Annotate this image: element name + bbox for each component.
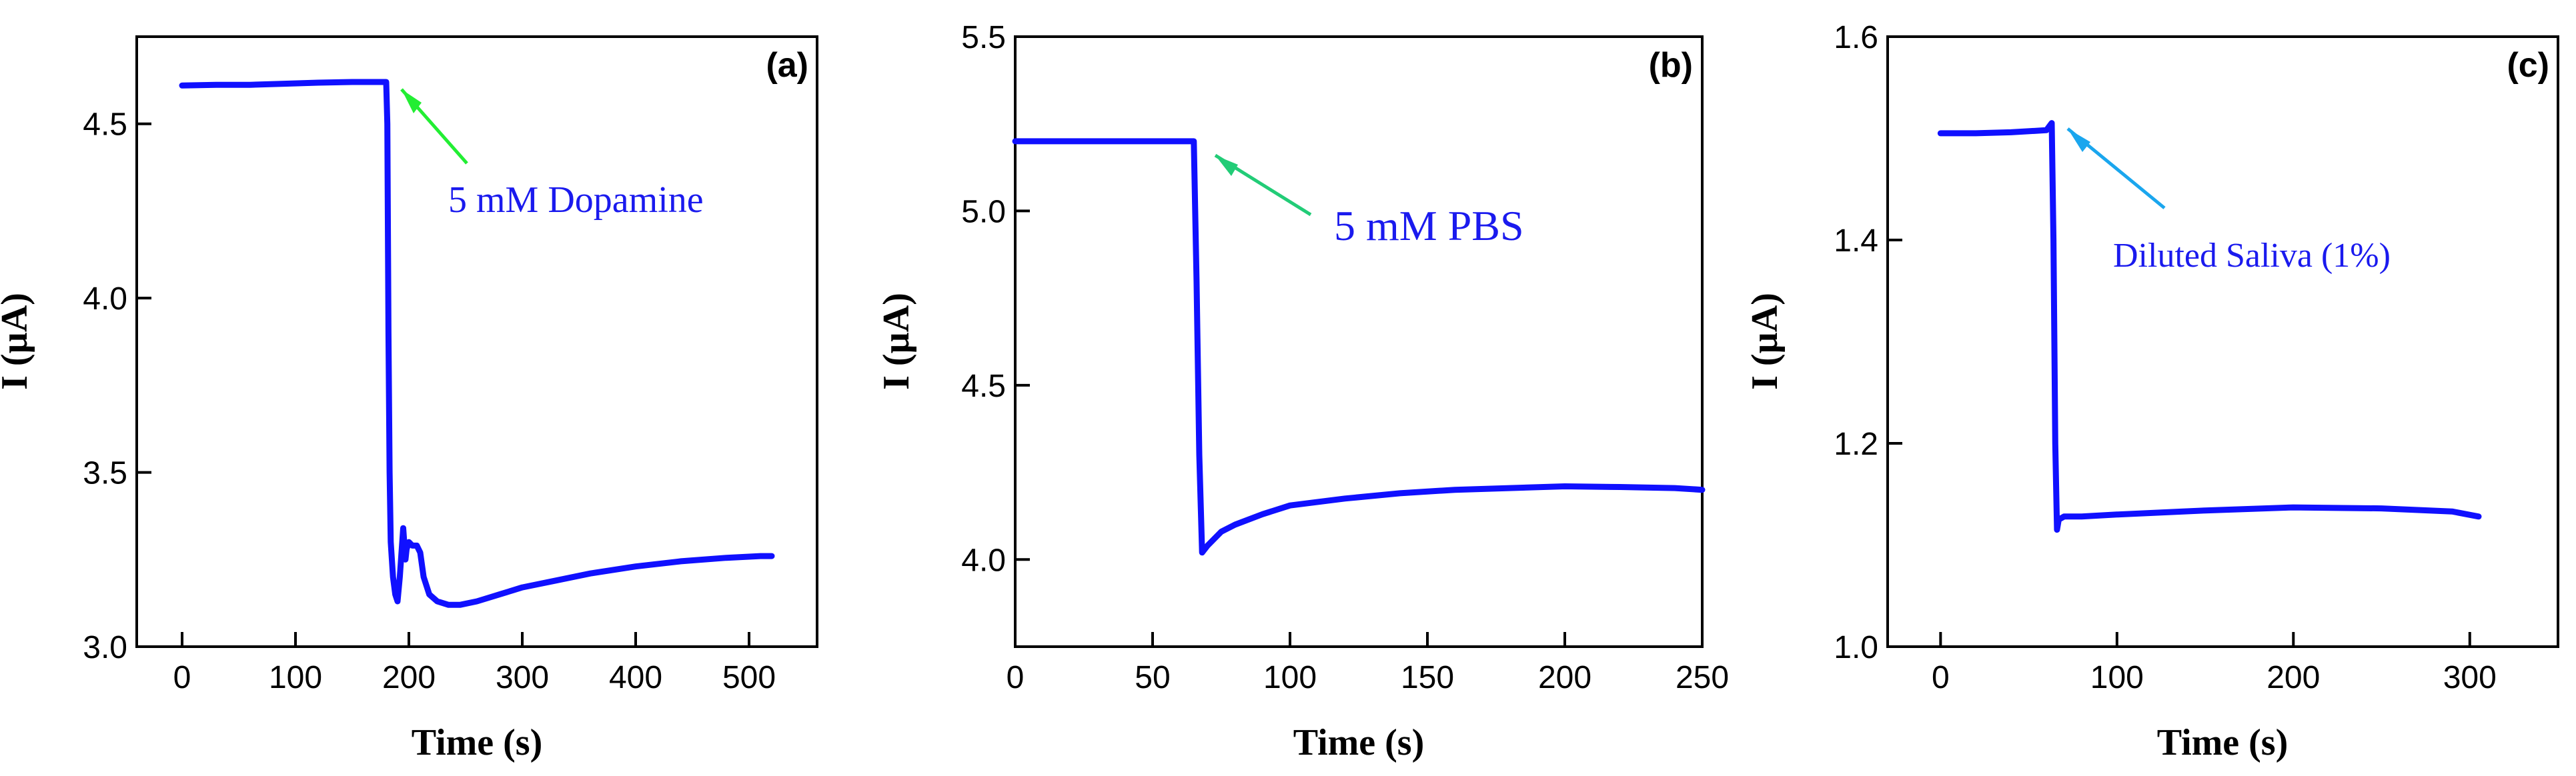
panel-a-label: (a) <box>766 46 808 85</box>
panel-b-x-ticks: 0 50 100 150 200 250 <box>1007 632 1729 695</box>
panel-c-label: (c) <box>2507 46 2549 85</box>
panel-c-annotation: Diluted Saliva (1%) <box>2113 237 2391 275</box>
x-tick-label: 300 <box>496 660 549 695</box>
panel-b: 0 50 100 150 200 250 4.0 4.5 5.0 5.5 (b) Time (s… <box>876 20 1729 763</box>
panel-a-xlabel: Time (s) <box>412 722 543 763</box>
panel-b-y-ticks: 4.0 4.5 5.0 5.5 <box>961 20 1030 578</box>
panel-a-frame <box>135 35 818 648</box>
panel-b-ylabel: I (µA) <box>876 293 917 390</box>
x-tick-label: 500 <box>722 660 776 695</box>
y-tick-label: 3.0 <box>83 630 127 665</box>
x-tick-label: 0 <box>173 660 191 695</box>
x-tick-label: 100 <box>269 660 322 695</box>
panel-c: 0 100 200 300 1.0 1.2 1.4 1.6 (c) Time (s) I (… <box>1744 20 2559 763</box>
panel-a-x-ticks: 0 100 200 300 400 500 <box>173 632 776 695</box>
x-tick-label: 0 <box>1932 660 1950 695</box>
y-tick-label: 1.4 <box>1834 223 1878 259</box>
panel-c-xlabel: Time (s) <box>2157 722 2289 763</box>
panel-c-arrow-head <box>2068 129 2090 152</box>
x-tick-label: 200 <box>1538 660 1591 695</box>
panel-a-y-ticks: 3.0 3.5 4.0 4.5 <box>83 107 151 665</box>
y-tick-label: 4.5 <box>961 369 1006 404</box>
panel-a: 0 100 200 300 400 500 3.0 3.5 4.0 4.5 (a) Time (… <box>0 35 818 763</box>
x-tick-label: 200 <box>2267 660 2320 695</box>
x-tick-label: 400 <box>609 660 662 695</box>
x-tick-label: 100 <box>1263 660 1317 695</box>
panel-c-ylabel: I (µA) <box>1744 293 1786 390</box>
panel-b-series-line <box>1012 138 1706 556</box>
y-tick-label: 1.6 <box>1834 20 1878 55</box>
y-tick-label: 1.2 <box>1834 427 1878 462</box>
x-tick-label: 0 <box>1007 660 1025 695</box>
panel-c-frame <box>1886 35 2559 648</box>
panel-c-y-ticks: 1.0 1.2 1.4 1.6 <box>1834 20 1902 665</box>
x-tick-label: 300 <box>2443 660 2497 695</box>
panel-a-annotation: 5 mM Dopamine <box>448 179 704 221</box>
panel-b-label: (b) <box>1649 46 1693 85</box>
y-tick-label: 4.0 <box>83 281 127 317</box>
y-tick-label: 1.0 <box>1834 630 1878 665</box>
y-tick-label: 5.5 <box>961 20 1006 55</box>
panel-a-series-line <box>179 79 775 608</box>
panel-b-xlabel: Time (s) <box>1293 722 1425 763</box>
panel-a-ylabel: I (µA) <box>0 293 35 390</box>
panel-b-arrow-head <box>1215 155 1238 176</box>
x-tick-label: 200 <box>382 660 436 695</box>
panel-c-series-line <box>1937 120 2482 533</box>
panel-b-annotation: 5 mM PBS <box>1334 202 1524 249</box>
y-tick-label: 3.5 <box>83 456 127 491</box>
x-tick-label: 100 <box>2090 660 2144 695</box>
y-tick-label: 5.0 <box>961 194 1006 229</box>
x-tick-label: 150 <box>1401 660 1454 695</box>
panel-c-x-ticks: 0 100 200 300 <box>1932 632 2497 695</box>
y-tick-label: 4.0 <box>961 543 1006 578</box>
y-tick-label: 4.5 <box>83 107 127 143</box>
panel-a-arrow-head <box>402 89 422 113</box>
panel-b-frame <box>1014 35 1704 648</box>
x-tick-label: 50 <box>1135 660 1170 695</box>
x-tick-label: 250 <box>1676 660 1729 695</box>
